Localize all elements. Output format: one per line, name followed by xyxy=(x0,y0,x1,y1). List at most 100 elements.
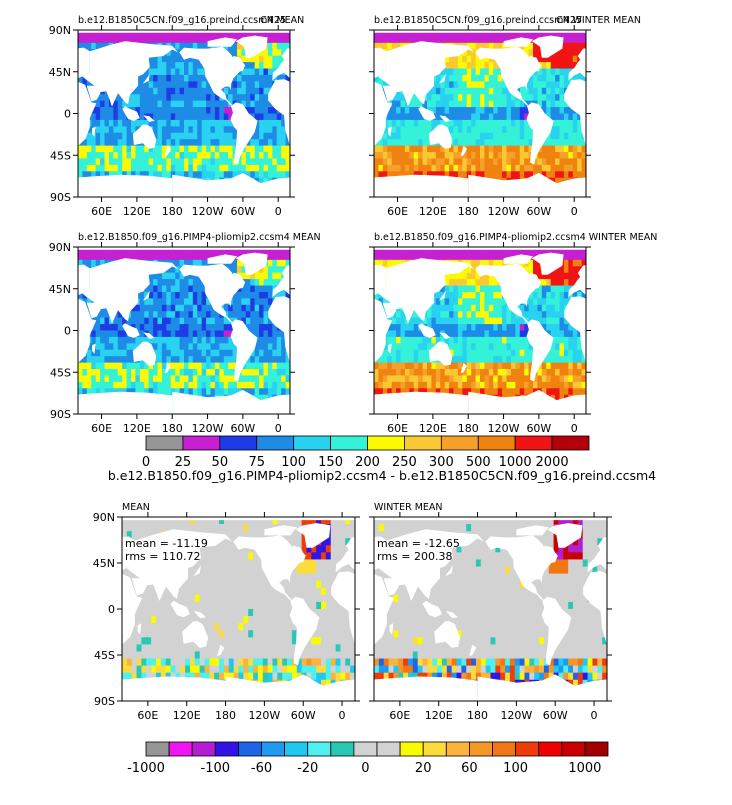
grid-cell xyxy=(131,36,137,44)
grid-cell xyxy=(126,119,132,127)
grid-cell xyxy=(457,375,463,383)
grid-cell xyxy=(404,126,410,134)
grid-cell xyxy=(519,145,525,153)
grid-cell xyxy=(555,291,561,299)
grid-cell xyxy=(541,291,547,299)
grid-cell xyxy=(179,369,185,377)
grid-cell xyxy=(86,132,92,140)
land-7 xyxy=(143,332,155,339)
lon-tick-label: 120E xyxy=(123,205,151,218)
grid-cell xyxy=(555,119,561,127)
grid-cell xyxy=(192,171,198,179)
grid-cell xyxy=(453,152,459,160)
grid-cell xyxy=(497,259,503,267)
grid-cell xyxy=(563,343,569,351)
grid-cell xyxy=(201,375,207,383)
grid-cell xyxy=(537,285,543,293)
grid-cell xyxy=(444,30,450,38)
grid-cell xyxy=(232,343,238,351)
grid-cell xyxy=(400,369,406,377)
grid-cell xyxy=(214,349,220,357)
lon-tick-label: 180 xyxy=(458,205,479,218)
grid-cell xyxy=(444,171,450,179)
grid-cell xyxy=(245,145,251,153)
grid-cell xyxy=(484,62,490,70)
grid-cell xyxy=(533,94,539,102)
grid-cell xyxy=(201,30,207,38)
grid-cell xyxy=(422,132,428,140)
grid-cell xyxy=(577,330,583,338)
grid-cell xyxy=(179,139,185,147)
grid-cell xyxy=(471,304,477,312)
land-12 xyxy=(24,36,56,58)
grid-cell xyxy=(502,375,508,383)
grid-cell xyxy=(188,298,194,306)
grid-cell xyxy=(413,113,419,121)
grid-cell xyxy=(95,139,101,147)
grid-cell xyxy=(471,100,477,108)
grid-cell xyxy=(572,330,578,338)
grid-cell xyxy=(559,375,565,383)
panel-title: b.e12.B1850C5CN.f09_g16.preind.ccsm4 WIN… xyxy=(374,15,641,26)
grid-cell xyxy=(484,279,490,287)
grid-cell xyxy=(78,388,84,396)
grid-cell xyxy=(86,158,92,166)
grid-cell xyxy=(192,247,198,255)
grid-cell xyxy=(206,343,212,351)
grid-cell xyxy=(175,247,181,255)
grid-cell xyxy=(100,375,106,383)
grid-cell xyxy=(184,81,190,89)
grid-cell xyxy=(95,356,101,364)
grid-cell xyxy=(391,311,397,319)
grid-cell xyxy=(241,100,247,108)
grid-cell xyxy=(457,356,463,364)
grid-cell xyxy=(457,87,463,95)
grid-cell xyxy=(232,171,238,179)
grid-cell xyxy=(78,291,84,299)
grid-cell xyxy=(161,81,167,89)
grid-cell xyxy=(413,145,419,153)
grid-cell xyxy=(104,94,110,102)
grid-cell xyxy=(396,259,402,267)
grid-cell xyxy=(533,68,539,76)
grid-cell xyxy=(210,164,216,172)
grid-cell xyxy=(210,247,216,255)
grid-cell xyxy=(488,369,494,377)
grid-cell xyxy=(122,171,128,179)
grid-cell xyxy=(135,94,141,102)
grid-cell xyxy=(488,30,494,38)
grid-cell xyxy=(466,107,472,115)
grid-cell xyxy=(228,113,234,121)
grid-cell xyxy=(259,272,265,280)
grid-cell xyxy=(475,381,481,389)
grid-cell xyxy=(148,369,154,377)
grid-cell xyxy=(161,324,167,332)
grid-cell xyxy=(100,356,106,364)
grid-cell xyxy=(559,87,565,95)
grid-cell xyxy=(497,362,503,370)
grid-cell xyxy=(250,62,256,70)
grid-cell xyxy=(413,375,419,383)
grid-cell xyxy=(192,42,198,50)
grid-cell xyxy=(201,349,207,357)
grid-cell xyxy=(148,381,154,389)
grid-cell xyxy=(519,94,525,102)
grid-cell xyxy=(179,291,185,299)
grid-cell xyxy=(559,152,565,160)
land-5 xyxy=(334,323,352,338)
grid-cell xyxy=(550,55,556,63)
panel-corner-label: CN25 xyxy=(260,15,286,26)
grid-cell xyxy=(524,152,530,160)
grid-cell xyxy=(126,171,132,179)
grid-cell xyxy=(493,68,499,76)
grid-cell xyxy=(166,132,172,140)
grid-cell xyxy=(382,356,388,364)
land-6 xyxy=(345,342,369,366)
grid-cell xyxy=(245,107,251,115)
grid-cell xyxy=(537,164,543,172)
grid-cell xyxy=(104,113,110,121)
grid-cell xyxy=(515,30,521,38)
grid-cell xyxy=(555,68,561,76)
grid-cell xyxy=(170,100,176,108)
grid-cell xyxy=(161,126,167,134)
